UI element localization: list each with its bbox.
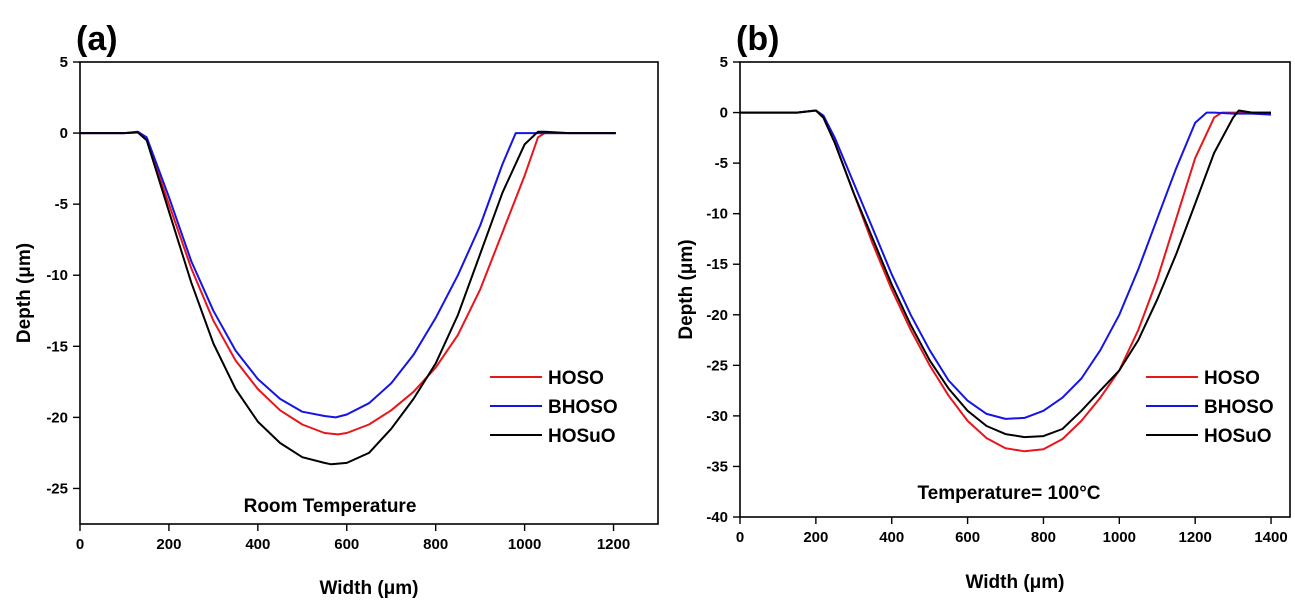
legend-label-bhoso: BHOSO bbox=[548, 397, 618, 418]
chart-panel-b: (b) 0 200 400 600 800 1000 1200 1400 5 0 -5 -10 -15 -2… bbox=[676, 20, 1291, 593]
legend-label-bhoso: BHOSO bbox=[1204, 397, 1274, 418]
x-tick-label: 800 bbox=[423, 536, 448, 553]
series-line-hosuo bbox=[80, 130, 616, 466]
x-tick-label: 1000 bbox=[508, 536, 541, 553]
x-tick-label: 0 bbox=[736, 529, 744, 546]
legend-label-hoso: HOSO bbox=[1204, 368, 1260, 389]
y-tick-label: -15 bbox=[706, 256, 728, 273]
x-tick-label: 200 bbox=[156, 536, 181, 553]
x-tick-label: 400 bbox=[245, 536, 270, 553]
y-tick-label: 5 bbox=[60, 54, 68, 71]
x-tick-label: 400 bbox=[879, 529, 904, 546]
x-tick-label: 600 bbox=[955, 529, 980, 546]
y-tick-label: -25 bbox=[46, 480, 68, 497]
series-line-bhoso bbox=[80, 130, 616, 419]
y-tick-label: -40 bbox=[706, 509, 728, 526]
x-axis-title: Width (μm) bbox=[319, 578, 418, 599]
y-axis-title: Depth (μm) bbox=[676, 239, 697, 339]
y-tick-label: 0 bbox=[720, 105, 728, 122]
chart-annotation: Room Temperature bbox=[244, 496, 417, 517]
x-tick-label: 200 bbox=[803, 529, 828, 546]
y-tick-label: -5 bbox=[55, 196, 68, 213]
y-tick-label: -35 bbox=[706, 458, 728, 475]
series-line-hoso bbox=[740, 109, 1271, 453]
x-tick-label: 1200 bbox=[1178, 529, 1211, 546]
x-tick-label: 1400 bbox=[1254, 529, 1287, 546]
y-tick-label: -20 bbox=[706, 307, 728, 324]
series-line-hosuo bbox=[740, 109, 1271, 439]
series-line-bhoso bbox=[740, 109, 1272, 420]
panel-label: (b) bbox=[736, 20, 779, 58]
chart-panel-a: (a) 0 200 400 600 800 1000 1200 5 0 -5 -10 -15 -20 -25… bbox=[14, 20, 659, 599]
panel-label: (a) bbox=[76, 20, 118, 58]
x-tick-label: 1000 bbox=[1103, 529, 1136, 546]
x-tick-label: 600 bbox=[334, 536, 359, 553]
x-tick-label: 0 bbox=[76, 536, 84, 553]
legend-label-hoso: HOSO bbox=[548, 368, 604, 389]
y-tick-label: -30 bbox=[706, 408, 728, 425]
y-tick-label: -25 bbox=[706, 357, 728, 374]
y-tick-label: 5 bbox=[720, 54, 728, 71]
plot-frame bbox=[739, 61, 1291, 518]
series-line-hoso bbox=[80, 131, 616, 436]
x-tick-label: 1200 bbox=[597, 536, 630, 553]
y-axis-title: Depth (μm) bbox=[14, 243, 35, 343]
y-tick-label: -20 bbox=[46, 409, 68, 426]
chart-annotation: Temperature= 100°C bbox=[917, 483, 1100, 504]
y-tick-label: -15 bbox=[46, 338, 68, 355]
plot-frame bbox=[79, 61, 659, 525]
x-tick-label: 800 bbox=[1031, 529, 1056, 546]
legend-label-hosuo: HOSuO bbox=[548, 426, 616, 447]
y-tick-label: 0 bbox=[60, 125, 68, 142]
y-tick-label: -10 bbox=[706, 206, 728, 223]
y-tick-label: -5 bbox=[715, 155, 728, 172]
x-axis-title: Width (μm) bbox=[965, 572, 1064, 593]
y-tick-label: -10 bbox=[46, 267, 68, 284]
legend-label-hosuo: HOSuO bbox=[1204, 426, 1272, 447]
